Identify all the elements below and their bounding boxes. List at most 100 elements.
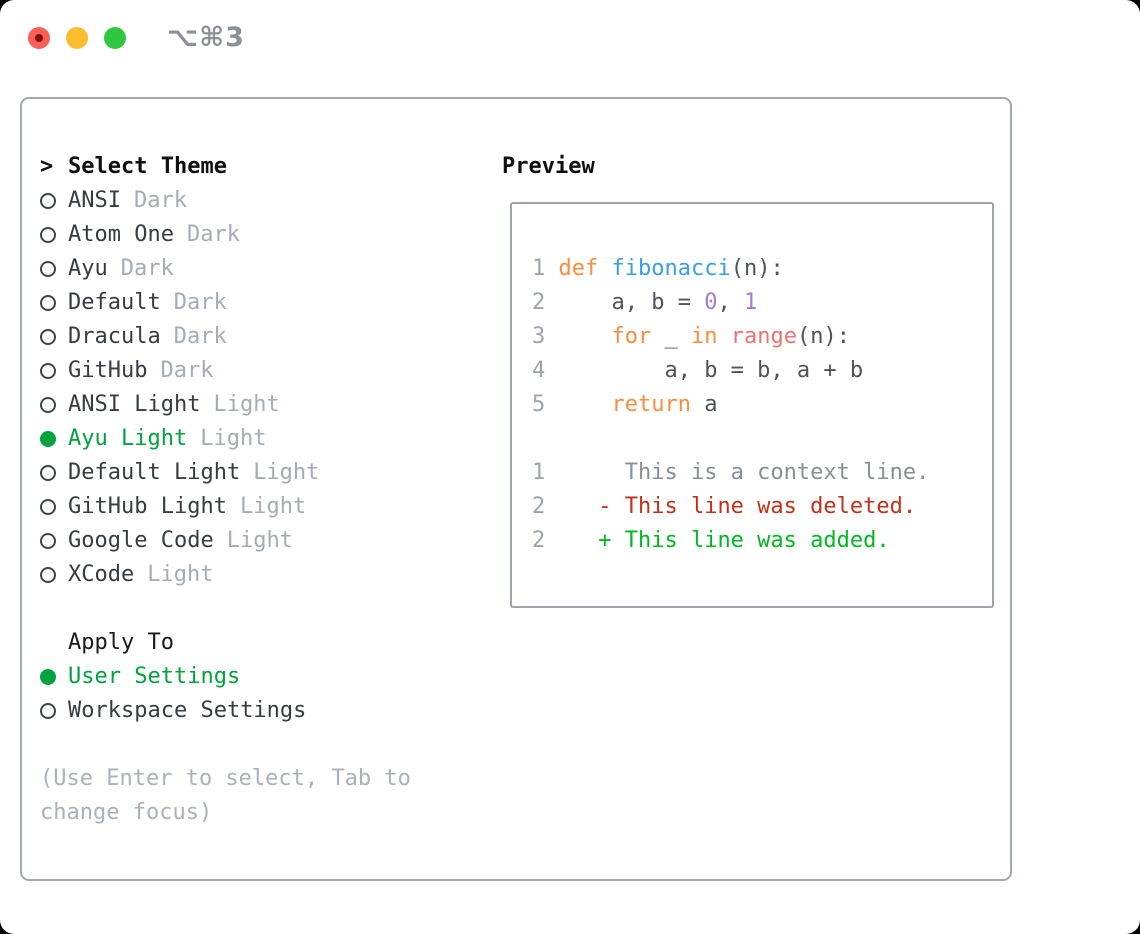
theme-variant-tag: Dark (160, 358, 214, 383)
theme-list: ANSI Dark Atom One Dark Ayu Dark Default Dark Dr… (40, 184, 480, 592)
focus-caret-icon: > (40, 154, 54, 179)
close-button-icon[interactable] (28, 27, 50, 49)
theme-item-default-label: Default (68, 290, 161, 315)
theme-item-ayu-light-label: Ayu Light (68, 426, 188, 451)
radio-icon (40, 227, 56, 243)
theme-item-default-light-label: Default Light (68, 460, 241, 485)
line-number: 2 (532, 290, 559, 315)
spacer (40, 728, 480, 762)
code-token-code (559, 392, 612, 417)
theme-variant-tag: Light (200, 426, 267, 451)
line-number: 3 (532, 324, 559, 349)
theme-variant-tag: Light (147, 562, 214, 587)
theme-variant-tag: Dark (173, 290, 227, 315)
theme-variant-tag: Light (253, 460, 320, 485)
code-token-code: (n): (730, 256, 784, 281)
minimize-button-icon[interactable] (66, 27, 88, 49)
apply-to-header-row: Apply To (40, 626, 480, 660)
theme-item-dracula-label: Dracula (68, 324, 161, 349)
line-number: 5 (532, 392, 559, 417)
theme-item-github-light[interactable]: GitHub Light Light (40, 490, 480, 524)
theme-item-default[interactable]: Default Dark (40, 286, 480, 320)
radio-icon (40, 329, 56, 345)
radio-icon (40, 499, 56, 515)
titlebar: ⌥⌘3 (0, 0, 1140, 76)
theme-picker-panel: > Select Theme ANSI Dark Atom One Dark Ayu Da… (20, 97, 1012, 881)
radio-icon (40, 193, 56, 209)
window-title: ⌥⌘3 (167, 22, 245, 53)
radio-icon (40, 261, 56, 277)
radio-icon (40, 567, 56, 583)
apply-option-user-settings-label: User Settings (68, 664, 241, 689)
code-token-keyword: return (611, 392, 691, 417)
theme-item-ansi-light[interactable]: ANSI Light Light (40, 388, 480, 422)
line-number: 4 (532, 358, 559, 383)
theme-item-dracula[interactable]: Dracula Dark (40, 320, 480, 354)
radio-selected-icon (40, 669, 56, 685)
radio-icon (40, 465, 56, 481)
code-token-keyword: def (558, 256, 612, 281)
theme-item-atom-one[interactable]: Atom One Dark (40, 218, 480, 252)
apply-option-workspace-settings-label: Workspace Settings (68, 698, 307, 723)
radio-icon (40, 533, 56, 549)
theme-item-default-light[interactable]: Default Light Light (40, 456, 480, 490)
theme-variant-tag: Light (239, 494, 307, 519)
code-line: 4 a, b = b, a + b (532, 354, 929, 388)
apply-option-workspace-settings[interactable]: Workspace Settings (40, 694, 480, 728)
apply-to-list: User Settings Workspace Settings (40, 660, 480, 728)
code-line: 2 + This line was added. (532, 524, 929, 558)
code-line (532, 422, 929, 456)
close-button-dot-icon (35, 34, 43, 42)
theme-item-xcode[interactable]: XCode Light (40, 558, 480, 592)
line-number: 2 (532, 528, 559, 553)
line-number: 1 (532, 460, 559, 485)
code-token-code: _ (651, 324, 691, 349)
keyboard-hint: (Use Enter to select, Tab to change focu… (40, 766, 411, 825)
radio-icon (40, 703, 56, 719)
theme-variant-tag: Dark (173, 324, 227, 349)
theme-variant-tag: Light (213, 392, 280, 417)
theme-item-ansi-light-label: ANSI Light (68, 392, 201, 417)
code-token-keyword: for (611, 324, 652, 349)
code-line: 3 for _ in range(n): (532, 320, 929, 354)
code-line: 1 def fibonacci(n): (532, 252, 929, 286)
radio-selected-icon (40, 431, 56, 447)
line-number: 2 (532, 494, 559, 519)
code-token-context: This is a context line. (558, 460, 930, 485)
theme-list-column: > Select Theme ANSI Dark Atom One Dark Ayu Da… (40, 150, 480, 830)
code-token-keyword: in (690, 324, 718, 349)
code-line: 2 a, b = 0, 1 (532, 286, 929, 320)
radio-icon (40, 397, 56, 413)
apply-option-user-settings[interactable]: User Settings (40, 660, 480, 694)
theme-item-ansi-label: ANSI (68, 188, 121, 213)
theme-variant-tag: Dark (120, 256, 174, 281)
theme-item-ayu[interactable]: Ayu Dark (40, 252, 480, 286)
theme-item-xcode-label: XCode (68, 562, 135, 587)
code-token-number: 1 (743, 290, 758, 315)
theme-item-ayu-light[interactable]: Ayu Light Light (40, 422, 480, 456)
spacer (40, 592, 480, 626)
code-token-deleted: - This line was deleted. (558, 494, 917, 519)
theme-variant-tag: Dark (133, 188, 187, 213)
code-token-code: (n): (796, 324, 850, 349)
radio-icon (40, 295, 56, 311)
code-token-code: a, b = b, a + b (558, 358, 864, 383)
theme-item-google-code[interactable]: Google Code Light (40, 524, 480, 558)
code-token-builtin: range (730, 324, 797, 349)
theme-item-github-label: GitHub (68, 358, 148, 383)
line-number: 1 (532, 256, 559, 281)
theme-variant-tag: Dark (186, 222, 240, 247)
theme-item-ansi[interactable]: ANSI Dark (40, 184, 480, 218)
apply-to-header: Apply To (68, 630, 174, 655)
radio-icon (40, 363, 56, 379)
code-line: 2 - This line was deleted. (532, 490, 929, 524)
theme-item-atom-one-label: Atom One (68, 222, 174, 247)
theme-item-github[interactable]: GitHub Dark (40, 354, 480, 388)
maximize-button-icon[interactable] (104, 27, 126, 49)
code-token-number: 0 (704, 290, 718, 315)
code-token-code: a (690, 392, 718, 417)
select-theme-header: Select Theme (68, 154, 227, 179)
theme-item-google-code-label: Google Code (68, 528, 214, 553)
